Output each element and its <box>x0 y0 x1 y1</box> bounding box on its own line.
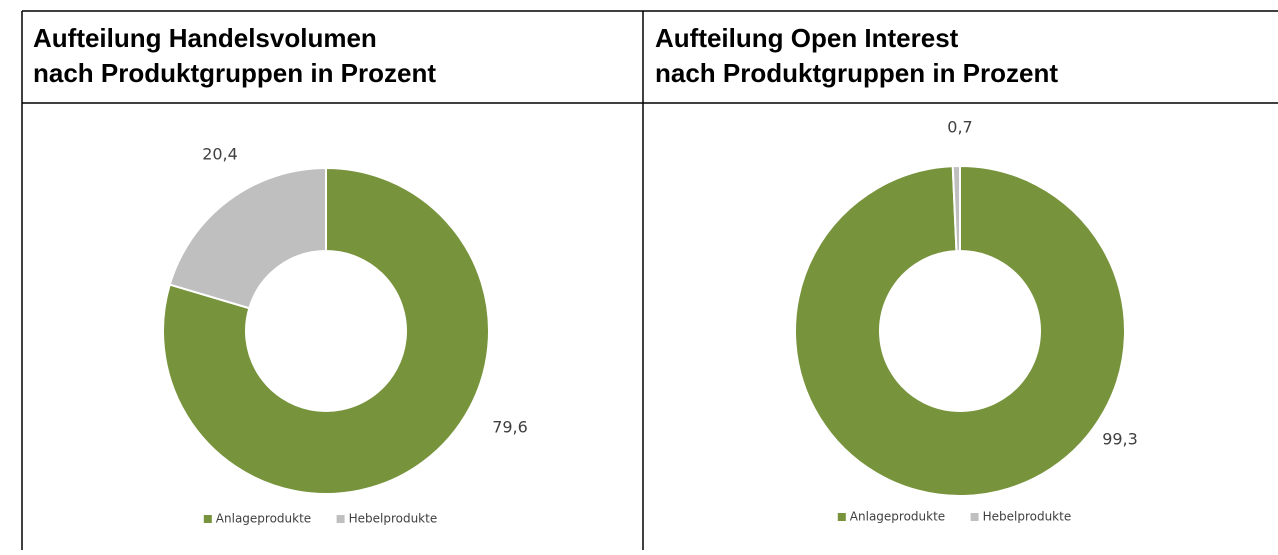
header-title: Aufteilung Handelsvolumen <box>33 23 377 53</box>
data-label: 79,6 <box>492 418 528 437</box>
legend-swatch <box>336 515 345 523</box>
donut-segment <box>951 164 961 253</box>
donut-segment <box>794 164 1126 497</box>
data-label: 20,4 <box>202 145 238 164</box>
donut-segment <box>162 166 490 495</box>
data-label: 99,3 <box>1102 430 1138 449</box>
donut-segment <box>168 166 327 310</box>
data-label: 0,7 <box>947 118 972 137</box>
legend-swatch <box>203 515 212 523</box>
legend-label: Hebelprodukte <box>983 510 1072 524</box>
legend-label: Anlageprodukte <box>216 512 311 526</box>
legend-swatch <box>970 513 979 521</box>
header-title: nach Produktgruppen in Prozent <box>33 58 436 88</box>
header-title: nach Produktgruppen in Prozent <box>655 58 1058 88</box>
header-title: Aufteilung Open Interest <box>655 23 959 53</box>
legend-swatch <box>837 513 846 521</box>
legend-label: Hebelprodukte <box>349 512 438 526</box>
legend-label: Anlageprodukte <box>850 510 945 524</box>
